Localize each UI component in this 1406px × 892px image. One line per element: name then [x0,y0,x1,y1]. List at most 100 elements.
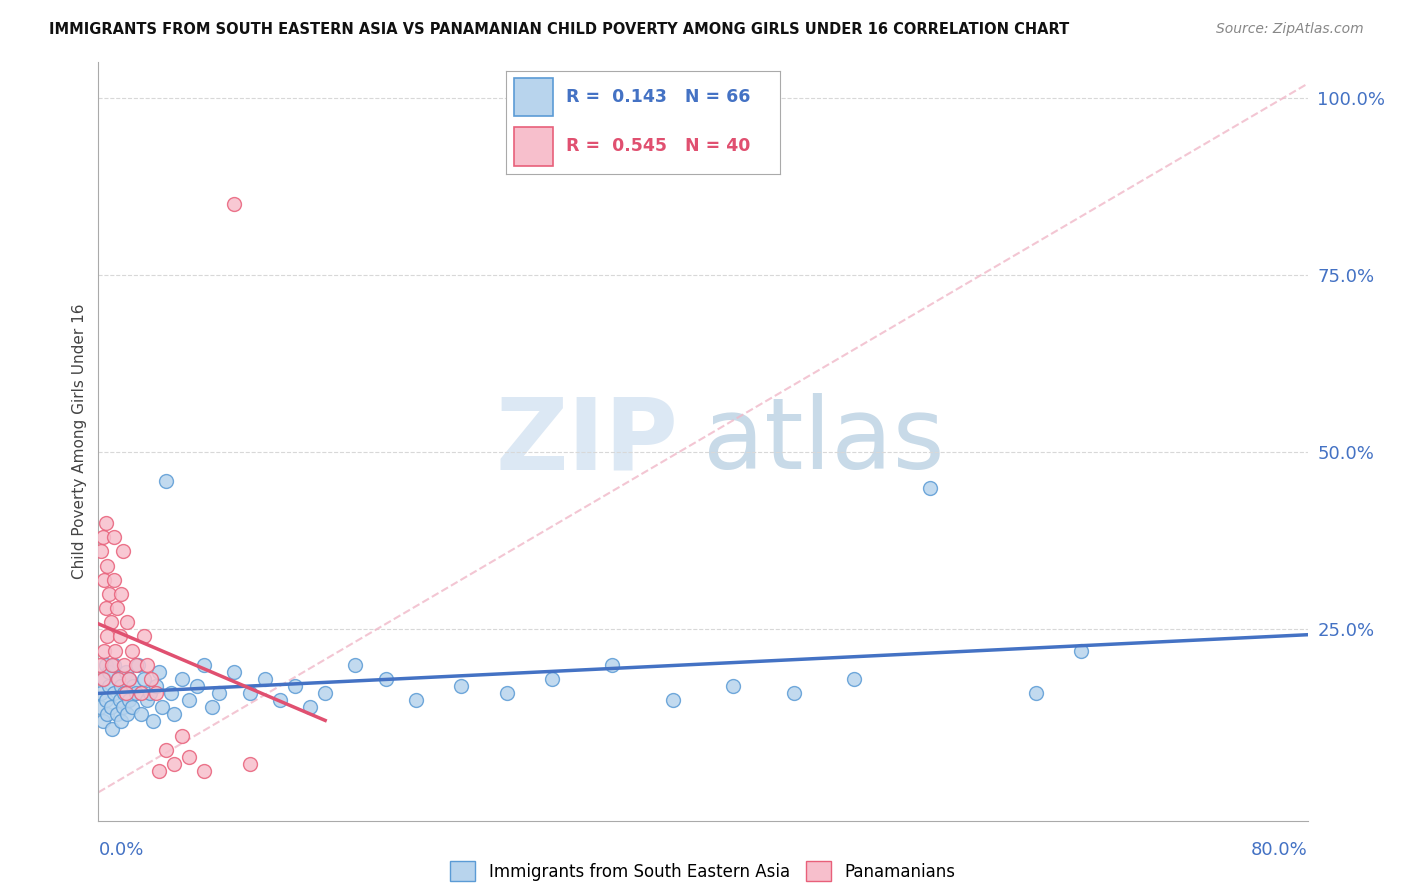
Point [122,679,145,693]
Text: 80.0%: 80.0% [1251,841,1308,859]
Point [239,686,262,700]
Point [90,686,112,700]
Point [661,693,683,707]
Y-axis label: Child Poverty Among Girls Under 16: Child Poverty Among Girls Under 16 [72,304,87,579]
Point [170,729,193,743]
Point [602,657,624,672]
Text: Source: ZipAtlas.com: Source: ZipAtlas.com [1216,22,1364,37]
Point [540,672,562,686]
Point [1070,643,1092,657]
Point [93,573,115,587]
Point [121,643,143,657]
Point [94,693,117,707]
Point [145,679,167,693]
Point [91,530,114,544]
Point [107,672,129,686]
Point [132,672,155,686]
Legend: Immigrants from South Eastern Asia, Panamanians: Immigrants from South Eastern Asia, Pana… [444,855,962,888]
Point [93,643,115,657]
Text: R =  0.143   N = 66: R = 0.143 N = 66 [567,88,751,106]
Point [94,516,117,530]
Point [141,672,163,686]
Point [91,672,114,686]
Point [125,686,148,700]
Point [163,707,186,722]
Point [193,657,215,672]
Point [127,657,149,672]
Point [94,657,117,672]
Point [374,672,396,686]
Point [89,700,111,714]
Point [450,679,472,693]
Point [918,481,941,495]
Point [105,601,128,615]
Point [96,629,118,643]
Point [118,672,141,686]
Point [179,750,201,764]
Point [284,679,307,693]
Point [118,672,141,686]
Point [844,672,866,686]
Point [110,714,132,729]
Point [129,707,152,722]
Point [201,700,224,714]
Point [160,686,183,700]
Text: IMMIGRANTS FROM SOUTH EASTERN ASIA VS PANAMANIAN CHILD POVERTY AMONG GIRLS UNDER: IMMIGRANTS FROM SOUTH EASTERN ASIA VS PA… [49,22,1070,37]
Point [145,686,167,700]
Point [121,700,143,714]
Point [110,679,132,693]
Point [96,558,118,573]
Point [723,679,745,693]
Point [103,686,125,700]
Point [96,707,118,722]
Point [132,629,155,643]
Point [495,686,517,700]
FancyBboxPatch shape [515,78,553,117]
Point [100,700,122,714]
Point [239,756,262,771]
Point [179,693,201,707]
Point [103,657,125,672]
Point [148,665,170,679]
Point [155,743,177,757]
FancyBboxPatch shape [515,127,553,166]
Point [208,686,231,700]
Point [114,665,136,679]
Text: atlas: atlas [703,393,945,490]
Point [110,587,132,601]
Point [101,722,124,736]
Point [101,657,124,672]
Point [98,679,121,693]
Point [1024,686,1046,700]
Point [344,657,367,672]
Point [93,672,115,686]
Point [111,544,134,558]
Point [139,686,162,700]
Point [103,573,125,587]
Point [193,764,215,778]
Point [94,601,117,615]
Point [148,764,170,778]
Point [103,530,125,544]
Point [224,197,246,211]
Point [170,672,193,686]
Point [98,665,121,679]
Point [783,686,806,700]
Point [108,693,131,707]
Point [114,686,136,700]
Text: 0.0%: 0.0% [98,841,143,859]
Point [112,657,135,672]
Point [299,700,322,714]
Point [112,686,135,700]
Text: ZIP: ZIP [496,393,679,490]
Point [98,587,121,601]
Point [89,657,111,672]
Point [314,686,336,700]
Point [100,615,122,630]
Point [91,714,114,729]
Point [142,714,165,729]
Point [150,700,173,714]
Text: R =  0.545   N = 40: R = 0.545 N = 40 [567,137,751,155]
Point [125,657,148,672]
Point [135,693,157,707]
